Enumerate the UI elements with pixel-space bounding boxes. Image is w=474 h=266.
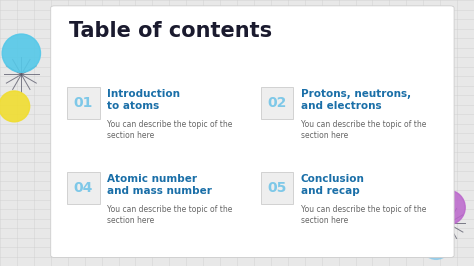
Ellipse shape — [421, 230, 451, 259]
Text: 05: 05 — [268, 181, 287, 195]
Text: 02: 02 — [268, 96, 287, 110]
FancyBboxPatch shape — [67, 87, 100, 119]
Text: 04: 04 — [74, 181, 93, 195]
Text: Table of contents: Table of contents — [69, 21, 272, 41]
Text: You can describe the topic of the
section here: You can describe the topic of the sectio… — [107, 205, 232, 225]
FancyBboxPatch shape — [67, 172, 100, 204]
Ellipse shape — [2, 34, 40, 72]
Text: 01: 01 — [74, 96, 93, 110]
Text: Protons, neutrons,
and electrons: Protons, neutrons, and electrons — [301, 89, 410, 111]
FancyBboxPatch shape — [261, 87, 293, 119]
Text: Introduction
to atoms: Introduction to atoms — [107, 89, 180, 111]
Text: Atomic number
and mass number: Atomic number and mass number — [107, 174, 211, 196]
Ellipse shape — [0, 91, 30, 122]
Text: You can describe the topic of the
section here: You can describe the topic of the sectio… — [301, 205, 426, 225]
Text: You can describe the topic of the
section here: You can describe the topic of the sectio… — [107, 120, 232, 140]
Ellipse shape — [431, 190, 465, 225]
Text: You can describe the topic of the
section here: You can describe the topic of the sectio… — [301, 120, 426, 140]
Text: Conclusion
and recap: Conclusion and recap — [301, 174, 365, 196]
FancyBboxPatch shape — [261, 172, 293, 204]
FancyBboxPatch shape — [51, 6, 454, 257]
